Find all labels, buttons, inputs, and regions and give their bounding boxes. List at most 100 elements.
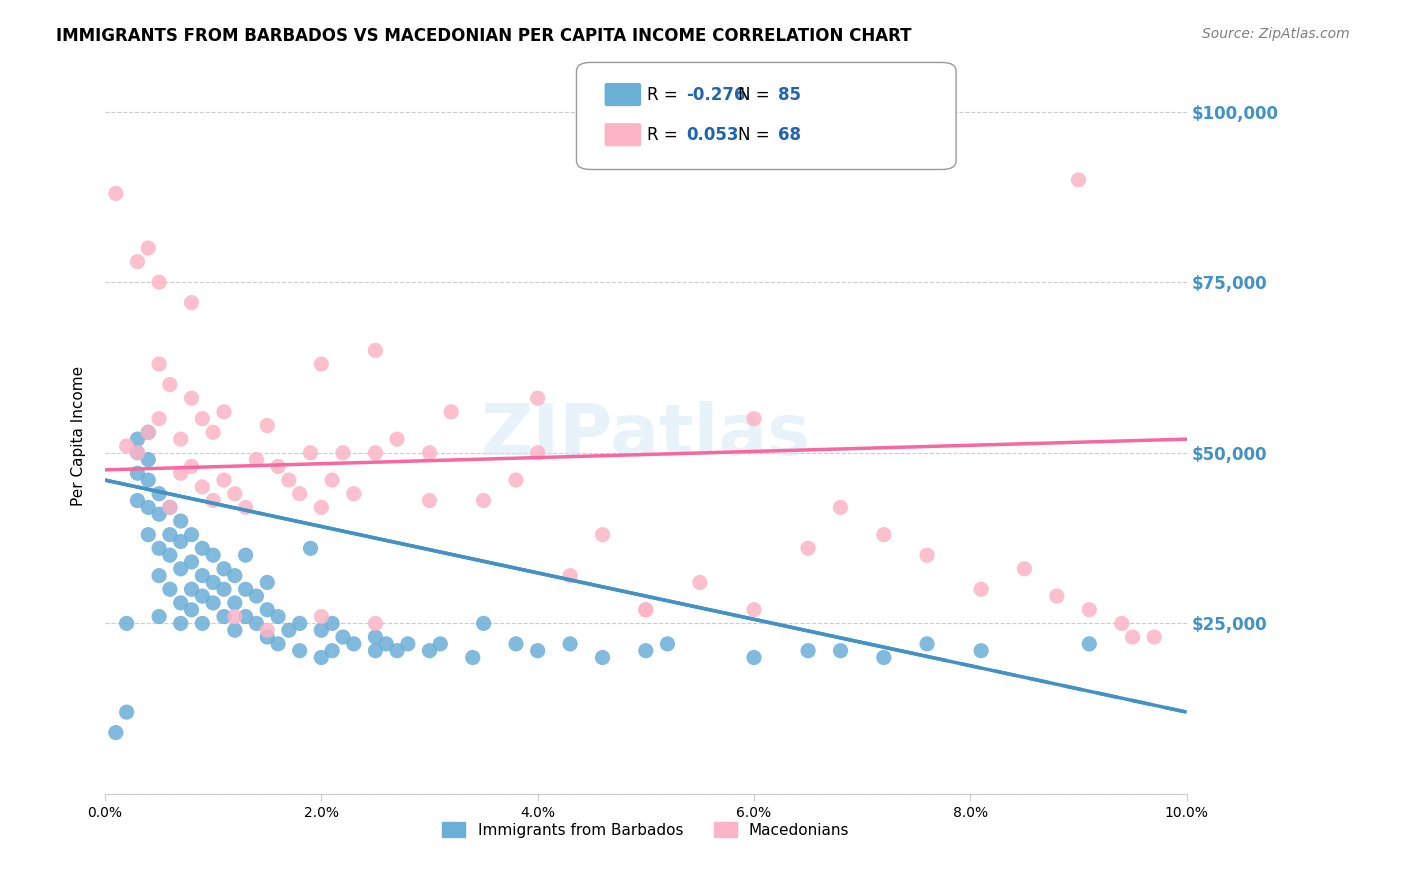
Text: 0.053: 0.053 — [686, 126, 738, 144]
Macedonians — [224, 609, 246, 624]
Macedonians — [311, 500, 333, 515]
Immigrants from Barbados — [235, 609, 257, 624]
Immigrants from Barbados — [191, 616, 214, 631]
Immigrants from Barbados — [592, 650, 614, 665]
Text: R =: R = — [647, 86, 683, 103]
Macedonians — [256, 418, 278, 433]
Text: N =: N = — [738, 86, 775, 103]
Macedonians — [235, 500, 257, 515]
Immigrants from Barbados — [364, 643, 387, 657]
Immigrants from Barbados — [180, 527, 202, 541]
Immigrants from Barbados — [170, 616, 193, 631]
Immigrants from Barbados — [429, 637, 451, 651]
Macedonians — [1046, 589, 1069, 603]
Text: Source: ZipAtlas.com: Source: ZipAtlas.com — [1202, 27, 1350, 41]
Immigrants from Barbados — [212, 562, 235, 576]
Macedonians — [191, 411, 214, 425]
Macedonians — [797, 541, 820, 556]
Immigrants from Barbados — [170, 534, 193, 549]
Immigrants from Barbados — [191, 541, 214, 556]
Immigrants from Barbados — [915, 637, 938, 651]
Immigrants from Barbados — [375, 637, 398, 651]
Macedonians — [180, 459, 202, 474]
Immigrants from Barbados — [418, 643, 440, 657]
Macedonians — [170, 432, 193, 446]
Macedonians — [170, 467, 193, 481]
Macedonians — [1078, 603, 1101, 617]
Macedonians — [742, 411, 765, 425]
Immigrants from Barbados — [159, 548, 181, 562]
Text: 68: 68 — [778, 126, 800, 144]
Macedonians — [267, 459, 290, 474]
Immigrants from Barbados — [970, 643, 993, 657]
Immigrants from Barbados — [321, 616, 343, 631]
Macedonians — [136, 241, 159, 255]
Text: IMMIGRANTS FROM BARBADOS VS MACEDONIAN PER CAPITA INCOME CORRELATION CHART: IMMIGRANTS FROM BARBADOS VS MACEDONIAN P… — [56, 27, 911, 45]
Macedonians — [104, 186, 127, 201]
Macedonians — [970, 582, 993, 597]
Immigrants from Barbados — [343, 637, 366, 651]
Macedonians — [364, 616, 387, 631]
Immigrants from Barbados — [267, 609, 290, 624]
Immigrants from Barbados — [202, 575, 225, 590]
Immigrants from Barbados — [180, 582, 202, 597]
Macedonians — [364, 446, 387, 460]
Macedonians — [311, 609, 333, 624]
Immigrants from Barbados — [634, 643, 657, 657]
Macedonians — [299, 446, 322, 460]
Macedonians — [148, 275, 170, 289]
Immigrants from Barbados — [191, 568, 214, 582]
Macedonians — [634, 603, 657, 617]
Macedonians — [915, 548, 938, 562]
Immigrants from Barbados — [364, 630, 387, 644]
Immigrants from Barbados — [104, 725, 127, 739]
Macedonians — [224, 487, 246, 501]
Immigrants from Barbados — [288, 643, 311, 657]
Legend: Immigrants from Barbados, Macedonians: Immigrants from Barbados, Macedonians — [436, 815, 855, 844]
Immigrants from Barbados — [148, 507, 170, 521]
Macedonians — [288, 487, 311, 501]
Macedonians — [212, 473, 235, 487]
Macedonians — [256, 624, 278, 638]
Macedonians — [505, 473, 527, 487]
Immigrants from Barbados — [136, 425, 159, 440]
Macedonians — [1067, 173, 1090, 187]
Immigrants from Barbados — [170, 514, 193, 528]
Macedonians — [180, 295, 202, 310]
Text: R =: R = — [647, 126, 683, 144]
Macedonians — [689, 575, 711, 590]
Immigrants from Barbados — [873, 650, 896, 665]
Macedonians — [127, 446, 149, 460]
Macedonians — [634, 603, 657, 617]
Immigrants from Barbados — [202, 596, 225, 610]
Macedonians — [191, 480, 214, 494]
Immigrants from Barbados — [505, 637, 527, 651]
Immigrants from Barbados — [136, 527, 159, 541]
Immigrants from Barbados — [472, 616, 495, 631]
Immigrants from Barbados — [299, 541, 322, 556]
Macedonians — [159, 500, 181, 515]
Macedonians — [830, 500, 852, 515]
Immigrants from Barbados — [332, 630, 354, 644]
Immigrants from Barbados — [202, 548, 225, 562]
Macedonians — [1143, 630, 1166, 644]
Immigrants from Barbados — [212, 582, 235, 597]
Macedonians — [180, 391, 202, 405]
Immigrants from Barbados — [288, 616, 311, 631]
Macedonians — [277, 473, 299, 487]
Y-axis label: Per Capita Income: Per Capita Income — [72, 366, 86, 506]
Macedonians — [385, 432, 408, 446]
Immigrants from Barbados — [180, 555, 202, 569]
Immigrants from Barbados — [212, 609, 235, 624]
Immigrants from Barbados — [256, 630, 278, 644]
Immigrants from Barbados — [797, 643, 820, 657]
Macedonians — [418, 446, 440, 460]
Immigrants from Barbados — [245, 589, 267, 603]
Immigrants from Barbados — [127, 446, 149, 460]
Immigrants from Barbados — [170, 562, 193, 576]
Macedonians — [742, 603, 765, 617]
Immigrants from Barbados — [235, 548, 257, 562]
Macedonians — [1111, 616, 1133, 631]
Macedonians — [311, 357, 333, 371]
Text: N =: N = — [738, 126, 775, 144]
